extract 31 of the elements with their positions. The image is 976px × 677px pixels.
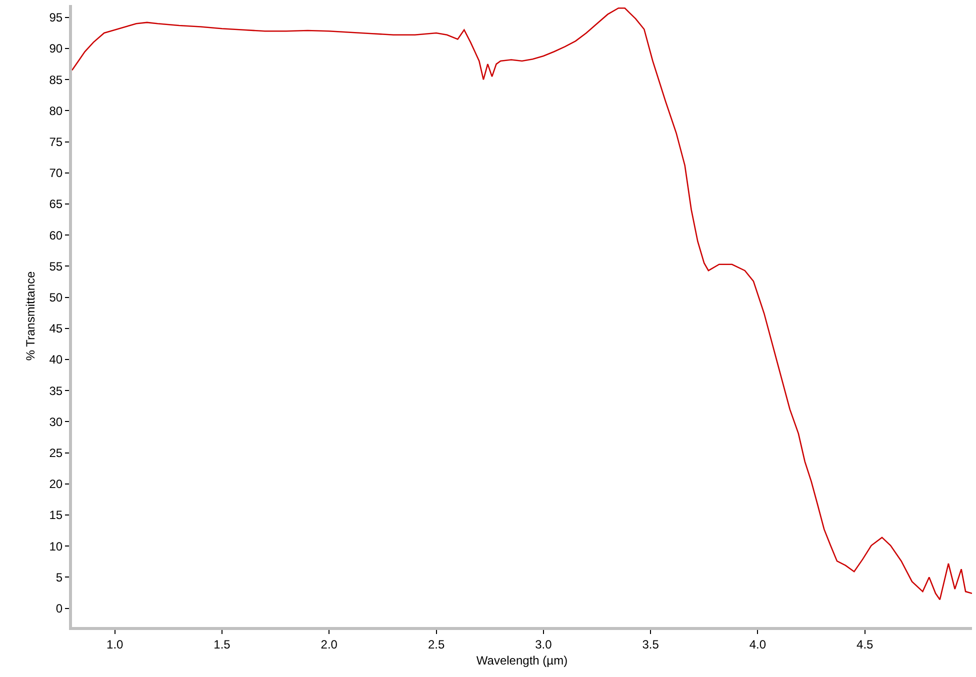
y-tick-label: 5 xyxy=(56,570,63,584)
x-tick-label: 4.0 xyxy=(749,637,766,652)
y-tick-label: 55 xyxy=(49,259,63,274)
y-tick-label: 0 xyxy=(56,602,63,616)
y-tick-label: 45 xyxy=(49,322,63,336)
x-tick-label: 3.0 xyxy=(535,637,552,652)
y-tick-label: 10 xyxy=(49,539,63,554)
y-tick-label: 80 xyxy=(49,104,63,118)
y-axis-title: % Transmittance xyxy=(24,270,38,361)
y-tick-label: 75 xyxy=(49,135,63,150)
y-tick-label: 50 xyxy=(49,290,63,305)
y-tick-label: 15 xyxy=(49,508,63,522)
y-tick-label: 25 xyxy=(49,446,63,460)
y-tick-label: 30 xyxy=(49,414,63,429)
y-tick-label: 35 xyxy=(49,384,63,398)
line-series xyxy=(72,7,972,600)
y-tick-label: 85 xyxy=(49,72,63,87)
x-tick-label: 4.5 xyxy=(856,637,874,652)
x-tick-label: 2.5 xyxy=(428,637,445,652)
y-tick-label: 95 xyxy=(49,10,63,25)
y-tick-label: 90 xyxy=(49,42,63,56)
y-tick-label: 60 xyxy=(49,228,63,242)
x-tick-label: 3.5 xyxy=(642,637,660,652)
y-tick-label: 65 xyxy=(49,197,63,212)
x-tick-label: 1.5 xyxy=(214,637,231,652)
x-tick-label: 2.0 xyxy=(320,637,338,652)
y-tick-label: 20 xyxy=(49,477,63,492)
y-tick-label: 70 xyxy=(49,166,63,180)
y-tick-label: 40 xyxy=(49,352,63,367)
x-tick-label: 1.0 xyxy=(106,637,124,652)
x-axis-title: Wavelength (µm) xyxy=(476,653,568,668)
